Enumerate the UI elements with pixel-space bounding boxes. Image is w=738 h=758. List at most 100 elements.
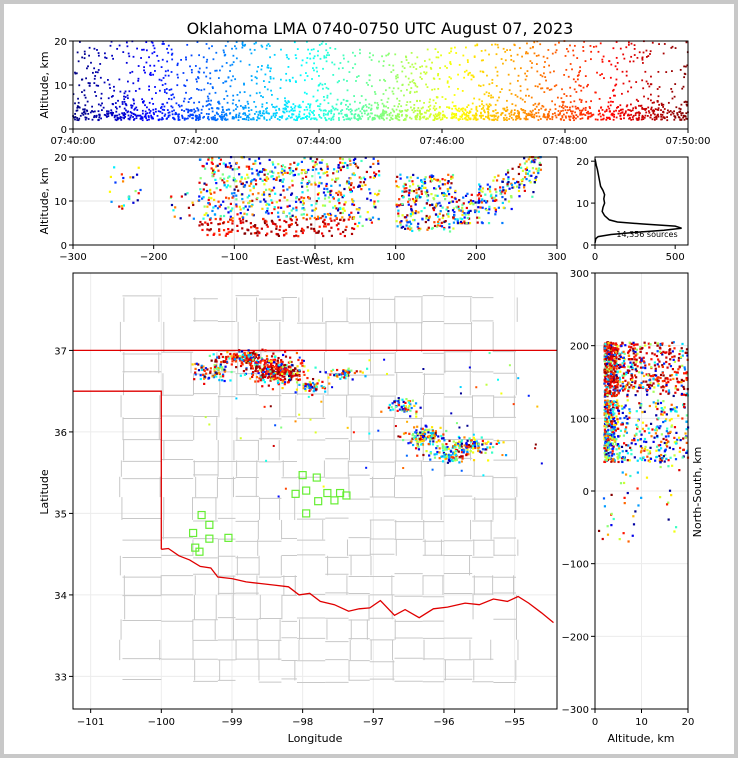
ew-altitude-source xyxy=(420,190,423,193)
ew-altitude-source xyxy=(250,205,253,208)
ew-altitude-source xyxy=(264,169,268,172)
time-height-source xyxy=(383,105,385,108)
ew-altitude-source xyxy=(211,175,214,178)
time-height-source xyxy=(154,86,156,88)
ew-altitude-source xyxy=(113,166,116,169)
plan-view-source xyxy=(216,356,219,359)
time-height-source xyxy=(588,106,591,108)
time-height-source xyxy=(647,106,650,109)
time-height-source xyxy=(465,46,467,49)
time-height-source xyxy=(455,108,458,111)
time-height-source xyxy=(198,101,201,104)
time-height-source xyxy=(618,110,621,112)
time-height-source xyxy=(407,83,410,86)
time-height-source xyxy=(354,63,357,66)
ew-altitude-source xyxy=(184,193,187,196)
ew-altitude-source xyxy=(456,222,460,225)
plan-view-source xyxy=(217,371,220,374)
time-height-source xyxy=(472,75,475,78)
time-height-source xyxy=(285,105,288,108)
time-height-source xyxy=(488,105,491,108)
ew-altitude-source xyxy=(343,234,346,238)
ew-altitude-source xyxy=(303,208,306,211)
ew-altitude-source xyxy=(136,199,139,202)
time-height-source xyxy=(426,117,428,120)
time-height-source xyxy=(607,105,610,108)
time-height-source xyxy=(576,106,579,109)
time-height-source xyxy=(176,64,179,67)
ew-altitude-source xyxy=(251,172,254,175)
time-height-source xyxy=(202,116,205,119)
time-height-source xyxy=(413,103,416,106)
time-height-source xyxy=(632,60,635,63)
time-height-source xyxy=(292,109,295,112)
time-height-source xyxy=(650,83,653,86)
time-height-source xyxy=(412,66,415,69)
time-height-source xyxy=(642,115,645,118)
ew-altitude-source xyxy=(454,197,457,200)
time-height-source xyxy=(312,112,314,114)
plan-view-source xyxy=(240,350,244,353)
ew-altitude-source xyxy=(259,200,262,203)
time-height-source xyxy=(290,106,293,109)
ew-altitude-source xyxy=(494,188,497,191)
time-height-source xyxy=(587,117,590,120)
time-height-source xyxy=(560,106,563,108)
time-height-source xyxy=(235,103,237,106)
time-height-source xyxy=(405,114,407,117)
time-height-source xyxy=(407,61,410,64)
time-height-source xyxy=(654,108,657,111)
plan-view-source xyxy=(271,364,275,368)
ew-altitude-source xyxy=(344,201,347,204)
time-height-source xyxy=(510,116,513,119)
time-height-source xyxy=(382,113,385,116)
plan-view-source xyxy=(246,358,249,361)
time-height-source xyxy=(197,119,200,121)
plan-view-source xyxy=(412,436,415,440)
time-height-source xyxy=(259,112,262,115)
plan-view-source xyxy=(282,372,285,375)
time-height-source xyxy=(114,114,117,117)
ew-altitude-source xyxy=(258,170,261,174)
time-height-source xyxy=(161,103,164,106)
time-height-source xyxy=(360,118,362,120)
ew-altitude-source xyxy=(407,203,410,206)
time-height-source xyxy=(619,115,622,117)
time-height-source xyxy=(91,71,94,74)
time-height-source xyxy=(163,115,166,117)
ew-altitude-source xyxy=(210,167,213,170)
ew-altitude-source xyxy=(262,167,265,171)
time-height-source xyxy=(119,116,122,118)
time-height-source xyxy=(170,98,173,101)
ew-altitude-source xyxy=(417,227,420,230)
time-height-source xyxy=(399,110,402,113)
ew-altitude-source xyxy=(405,219,408,222)
time-height-source xyxy=(590,100,592,103)
ew-altitude-panel: Altitude, km East-West, km −300 −200 −100 0… xyxy=(38,153,567,267)
time-height-source xyxy=(612,118,615,121)
ew-altitude-source xyxy=(339,161,342,164)
time-height-source xyxy=(419,66,422,68)
ew-altitude-source xyxy=(239,208,242,211)
ew-altitude-source xyxy=(246,208,250,211)
time-height-source xyxy=(458,63,461,66)
ew-altitude-source xyxy=(479,194,483,197)
time-height-source xyxy=(623,117,625,120)
time-height-source xyxy=(401,70,404,73)
time-height-source xyxy=(389,119,391,121)
ew-altitude-source xyxy=(440,221,443,224)
ew-altitude-source xyxy=(210,221,213,225)
time-height-source xyxy=(532,46,534,48)
ew-altitude-source xyxy=(240,176,243,179)
time-height-source xyxy=(133,118,136,120)
plan-view-source xyxy=(267,361,270,364)
time-height-source xyxy=(149,71,152,74)
time-height-source xyxy=(320,42,323,45)
time-height-source xyxy=(274,116,276,119)
ew-altitude-source xyxy=(342,165,345,168)
plan-view-source xyxy=(209,367,212,370)
time-height-source xyxy=(562,113,565,116)
time-height-source xyxy=(106,110,108,113)
time-height-source xyxy=(423,71,426,74)
ew-altitude-source xyxy=(120,205,124,208)
